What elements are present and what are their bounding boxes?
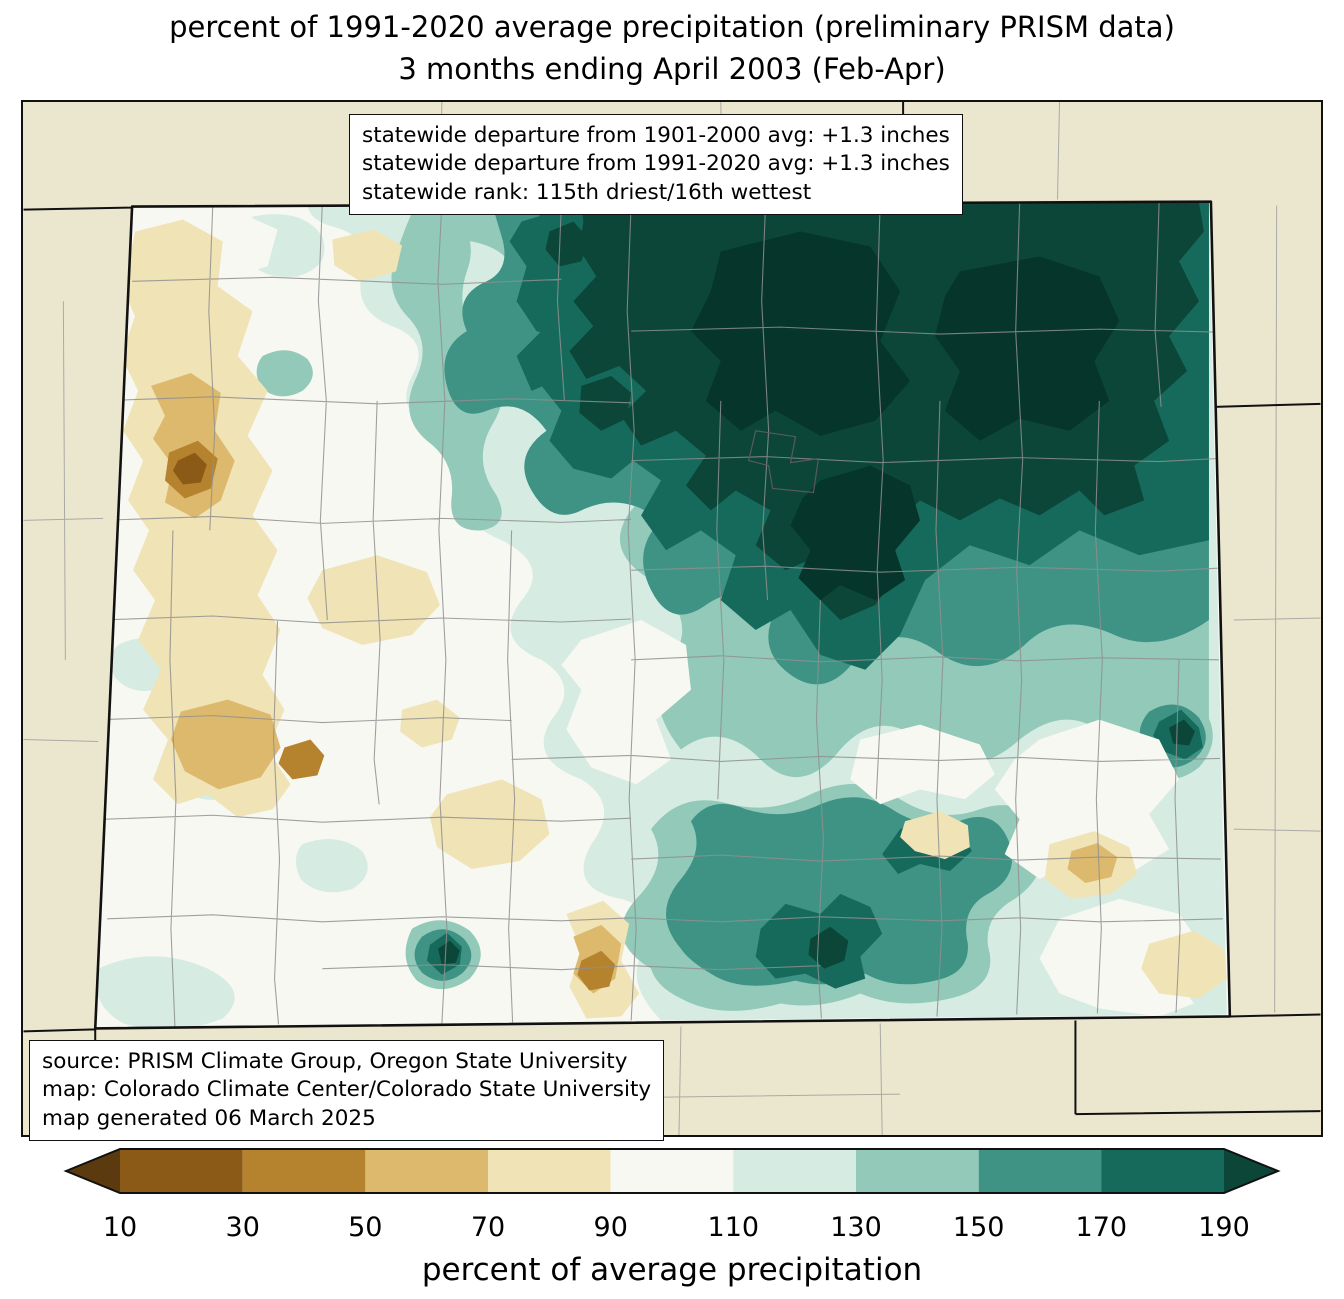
colorbar-segment (488, 1149, 611, 1193)
colorbar-block: 10 30 50 70 90 110 130 150 170 190 perce… (0, 1140, 1344, 1288)
colorbar-axis-label: percent of average precipitation (421, 1252, 923, 1288)
colorbar-tick-label: 30 (226, 1212, 260, 1243)
colorbar-tick-label: 150 (953, 1212, 1005, 1243)
contour-30-50 (164, 440, 616, 991)
colorbar-arrow-right (1224, 1149, 1278, 1193)
colorbar-segment (1101, 1149, 1224, 1193)
page-title-line2: 3 months ending April 2003 (Feb-Apr) (398, 52, 946, 87)
credits-line-1: source: PRISM Climate Group, Oregon Stat… (42, 1049, 628, 1074)
colorbar-tick-label: 90 (594, 1212, 628, 1243)
credits-line-3: map generated 06 March 2025 (42, 1105, 376, 1131)
stats-line-1: statewide departure from 1901-2000 avg: … (362, 123, 950, 148)
credits-box: source: PRISM Climate Group, Oregon Stat… (29, 1040, 665, 1142)
colorbar-segments (66, 1149, 1278, 1193)
page-title-line1: percent of 1991-2020 average precipitati… (169, 10, 1175, 44)
map-frame: statewide departure from 1901-2000 avg: … (21, 100, 1323, 1142)
contour-10-30 (172, 452, 207, 485)
colorbar-ticks: 10 30 50 70 90 110 130 150 170 190 (103, 1212, 1250, 1243)
metro-county-lines (747, 430, 820, 494)
colorbar-tick-label: 110 (708, 1212, 760, 1243)
stats-line-2: statewide departure from 1991-2020 avg: … (362, 151, 950, 177)
colorbar-tick-label: 190 (1198, 1212, 1250, 1243)
colorbar-segment (733, 1149, 856, 1193)
colorbar-segment (365, 1149, 488, 1193)
colorbar-segment (978, 1149, 1102, 1193)
statewide-stats-box: statewide departure from 1901-2000 avg: … (349, 114, 963, 216)
contour-gt190 (437, 202, 1204, 969)
colorbar-tick-label: 70 (471, 1212, 505, 1243)
title-block: percent of 1991-2020 average precipitati… (0, 6, 1344, 90)
credits-line-2: map: Colorado Climate Center/Colorado St… (42, 1077, 652, 1103)
colorbar-outline (63, 1148, 1281, 1194)
colorbar-tick-label: 170 (1076, 1212, 1128, 1243)
colorbar-segment (120, 1149, 243, 1193)
contour-layers (95, 201, 1230, 1029)
colorbar: 10 30 50 70 90 110 130 150 170 190 (63, 1148, 1281, 1243)
contour-70-90 (119, 219, 1227, 1019)
colorbar-segment (856, 1149, 979, 1193)
colorbar-arrow-left (66, 1149, 120, 1193)
colorbar-segment (242, 1149, 366, 1193)
colorbar-tick-label: 10 (103, 1212, 137, 1243)
precipitation-map (23, 102, 1321, 1135)
county-lines (97, 202, 1223, 1027)
colorbar-tick-label: 130 (830, 1212, 882, 1243)
colorbar-tick-label: 50 (348, 1212, 382, 1243)
stats-line-3: statewide rank: 115th driest/16th wettes… (362, 179, 812, 205)
colorbar-segment (610, 1149, 734, 1193)
